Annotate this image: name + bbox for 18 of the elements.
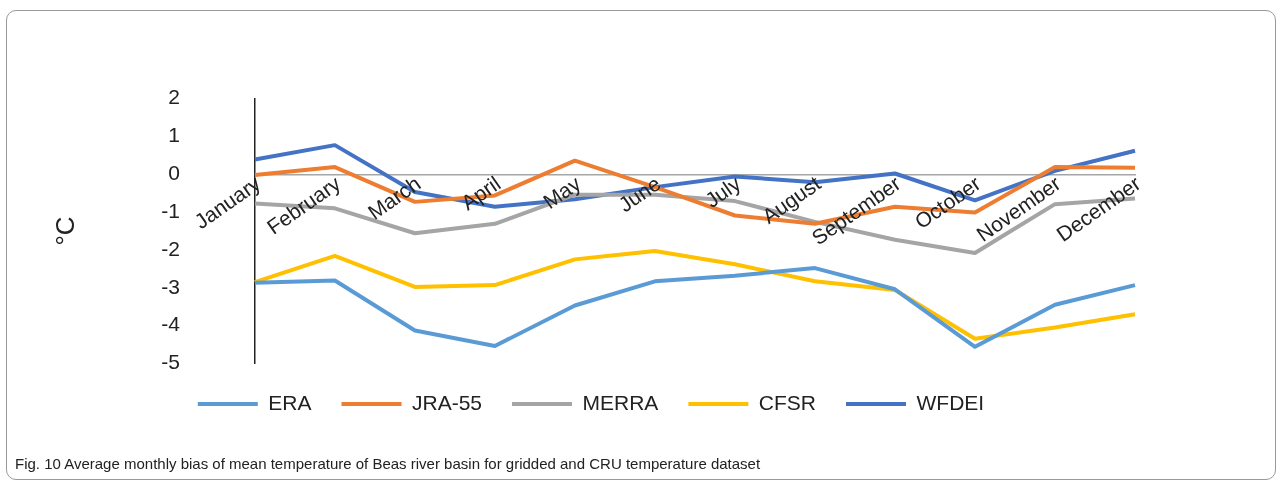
- y-tick-label: 1: [168, 123, 180, 147]
- legend-label: MERRA: [582, 390, 659, 414]
- x-tick-label: July: [700, 171, 745, 212]
- y-tick-label: -3: [161, 274, 180, 298]
- legend-label: CFSR: [758, 390, 817, 414]
- caption: Fig. 10 Average monthly bias of mean temperature of Beas river basin for gridded and CRU temperature dataset: [15, 455, 761, 472]
- y-tick-label: -1: [161, 198, 180, 222]
- y-tick-label: 2: [168, 85, 180, 109]
- x-tick-label: June: [614, 171, 665, 217]
- x-tick-label: May: [538, 171, 585, 214]
- legend-label: JRA-55: [412, 390, 483, 414]
- y-tick-label: -2: [161, 236, 180, 260]
- y-tick-label: -4: [161, 312, 181, 336]
- y-axis-title: °C: [49, 216, 80, 246]
- y-tick-label: 0: [168, 161, 180, 185]
- legend-label: WFDEI: [916, 390, 985, 414]
- legend-label: ERA: [268, 390, 312, 414]
- y-tick-label: -5: [161, 350, 180, 374]
